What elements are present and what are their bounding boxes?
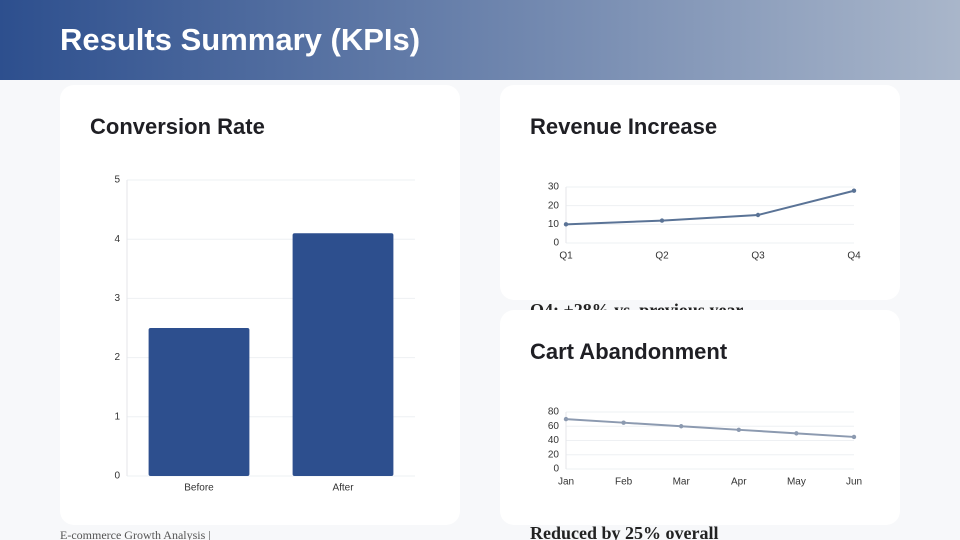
y-tick-label: 1 <box>114 411 120 422</box>
chart: 0 1 2 3 4 5 Before After <box>114 175 415 494</box>
chart-title: Revenue Increase <box>530 114 717 139</box>
y-tick-label: 20 <box>548 449 560 460</box>
x-tick-label: Q1 <box>559 251 573 262</box>
x-tick-label: Q2 <box>655 251 669 262</box>
chart: 0 20 40 60 80 Jan Feb Mar Apr May Jun <box>548 407 862 488</box>
x-tick-label: Jun <box>846 477 862 488</box>
y-tick-label: 40 <box>548 435 560 446</box>
bar <box>148 328 250 476</box>
page-title: Results Summary (KPIs) <box>60 22 420 57</box>
card <box>500 85 900 300</box>
chart: 0 10 20 30 Q1 Q2 Q3 Q4 <box>548 182 861 262</box>
x-tick-label: Mar <box>673 477 691 488</box>
y-tick-label: 10 <box>548 219 560 230</box>
header-bar <box>0 0 960 80</box>
point <box>621 420 626 425</box>
x-tick-label: Q4 <box>847 251 861 262</box>
card <box>60 85 460 525</box>
y-tick-label: 0 <box>114 471 120 482</box>
y-tick-label: 4 <box>114 234 120 245</box>
point <box>679 424 684 429</box>
card <box>500 310 900 525</box>
x-tick-label: Jan <box>558 477 574 488</box>
chart-title: Cart Abandonment <box>530 339 728 364</box>
x-tick-label: Feb <box>615 477 633 488</box>
x-tick-label: May <box>787 477 806 488</box>
point <box>563 222 569 227</box>
y-tick-label: 5 <box>114 175 120 186</box>
point <box>659 218 665 223</box>
x-tick-label: Apr <box>731 477 747 488</box>
point <box>794 431 799 436</box>
y-tick-label: 0 <box>553 464 559 475</box>
point <box>736 427 741 433</box>
point <box>563 416 569 422</box>
y-tick-label: 3 <box>114 293 120 304</box>
x-tick-label: Before <box>184 483 214 494</box>
point <box>851 188 857 193</box>
x-tick-label: After <box>332 483 354 494</box>
point <box>755 212 761 218</box>
point <box>851 434 857 440</box>
chart-title: Conversion Rate <box>90 114 265 139</box>
line <box>565 418 855 438</box>
bar <box>292 233 394 476</box>
y-tick-label: 60 <box>548 421 560 432</box>
footer: E-commerce Growth Analysis | <box>60 528 211 540</box>
annotation: Reduced by 25% overall <box>530 523 719 540</box>
y-tick-label: 2 <box>114 352 120 363</box>
y-tick-label: 80 <box>548 407 560 418</box>
y-tick-label: 30 <box>548 182 560 193</box>
y-tick-label: 20 <box>548 200 560 211</box>
x-tick-label: Q3 <box>751 251 765 262</box>
y-tick-label: 0 <box>553 238 559 249</box>
line <box>565 189 855 226</box>
